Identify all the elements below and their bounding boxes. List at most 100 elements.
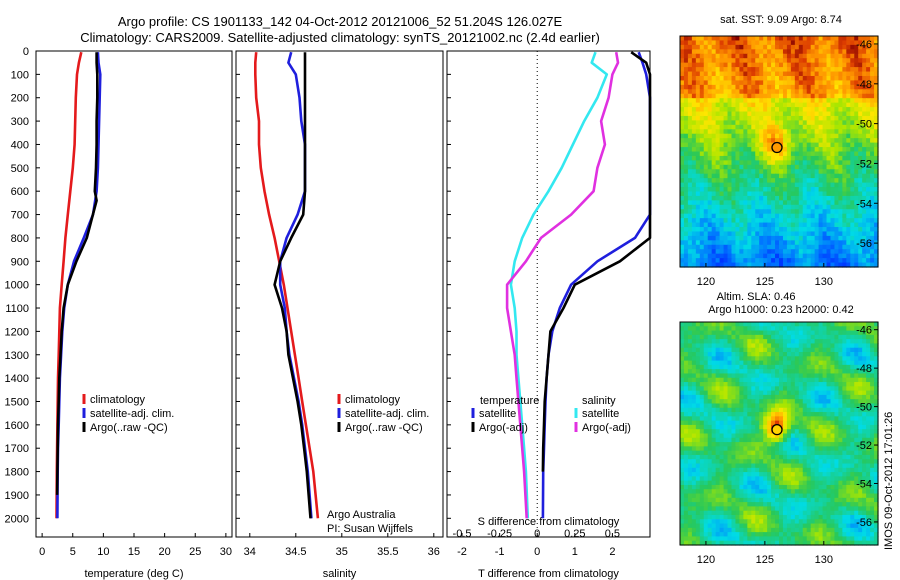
map-cell [747,253,752,259]
map-cell [683,80,689,86]
map-cell [814,155,820,161]
map-cell [775,124,780,130]
map-cell [691,476,697,482]
map-cell [834,36,839,42]
map-cell [830,489,836,495]
map-cell [771,463,776,469]
map-cell [846,454,851,460]
map-cell [727,191,733,197]
map-cell [775,386,780,392]
map-cell [755,102,760,108]
map-cell [715,235,721,241]
map-cell [790,484,796,490]
map-cell [802,437,808,443]
map-cell [691,454,697,460]
map-cell [862,107,867,113]
map-cell [751,386,756,392]
map-cell [711,334,717,340]
map-cell [838,98,843,104]
map-cell [814,394,820,400]
map-cell [838,416,843,422]
map-cell [743,115,748,121]
map-cell [699,53,705,59]
map-cell [719,339,725,345]
map-cell [751,36,756,42]
map-cell [687,369,693,375]
map-cell [735,124,740,130]
map-cell [798,262,804,268]
map-cell [699,49,705,55]
map-cell [735,489,740,495]
map-cell [810,187,816,193]
map-cell [846,244,851,250]
map-cell [870,502,875,508]
map-cell [719,416,725,422]
map-cell [782,339,788,345]
map-cell [771,373,776,379]
map-cell [818,407,824,413]
map-cell [763,493,768,499]
map-cell [814,187,820,193]
map-cell [691,75,697,82]
map-cell [862,476,867,482]
map-cell [854,120,859,126]
map-cell [680,450,685,456]
map-cell [822,258,828,264]
map-cell [850,155,855,161]
map-cell [806,80,812,86]
map-cell [794,424,800,430]
map-cell [814,356,820,362]
map-cell [854,343,859,349]
map-cell [838,240,843,246]
map-cell [854,62,859,68]
map-cell [830,120,836,126]
map-cell [759,133,764,139]
map-cell [862,218,867,224]
map-cell [759,424,764,430]
map-cell [743,120,748,126]
map-cell [806,373,812,379]
map-cell [814,352,820,357]
map-cell [802,204,808,210]
map-cell [838,356,843,362]
map-cell [786,334,792,340]
map-cell [862,399,867,405]
map-cell [731,240,737,246]
map-cell [842,502,847,508]
map-cell [814,49,820,55]
map-cell [798,442,804,447]
map-cell [680,377,685,383]
map-cell [731,424,737,430]
map-cell [747,120,752,126]
map-cell [711,497,717,503]
map-cell [854,502,859,508]
map-cell [763,129,768,135]
map-cell [711,412,717,417]
map-cell [854,93,859,99]
map-cell [715,352,721,357]
map-cell [858,155,863,161]
map-cell [814,151,820,157]
map-cell [739,360,744,366]
map-cell [814,204,820,210]
depth-tick-label-15: 1500 [5,396,29,408]
map-cell [699,390,705,396]
map-cell [680,235,685,241]
map-cell [779,155,784,161]
map-cell [767,330,772,336]
map-cell [854,330,859,336]
map-cell [834,437,839,443]
map-cell [806,262,812,268]
map-cell [814,58,820,64]
map-cell [763,347,768,353]
map-cell [691,129,697,135]
map-cell [727,326,733,332]
map-cell [814,160,820,166]
map-cell [707,160,713,166]
map-cell [862,62,867,68]
map-cell [822,497,828,503]
map-cell [719,164,725,170]
map-cell [687,463,693,469]
map-cell [771,200,776,206]
map-cell [723,36,729,42]
